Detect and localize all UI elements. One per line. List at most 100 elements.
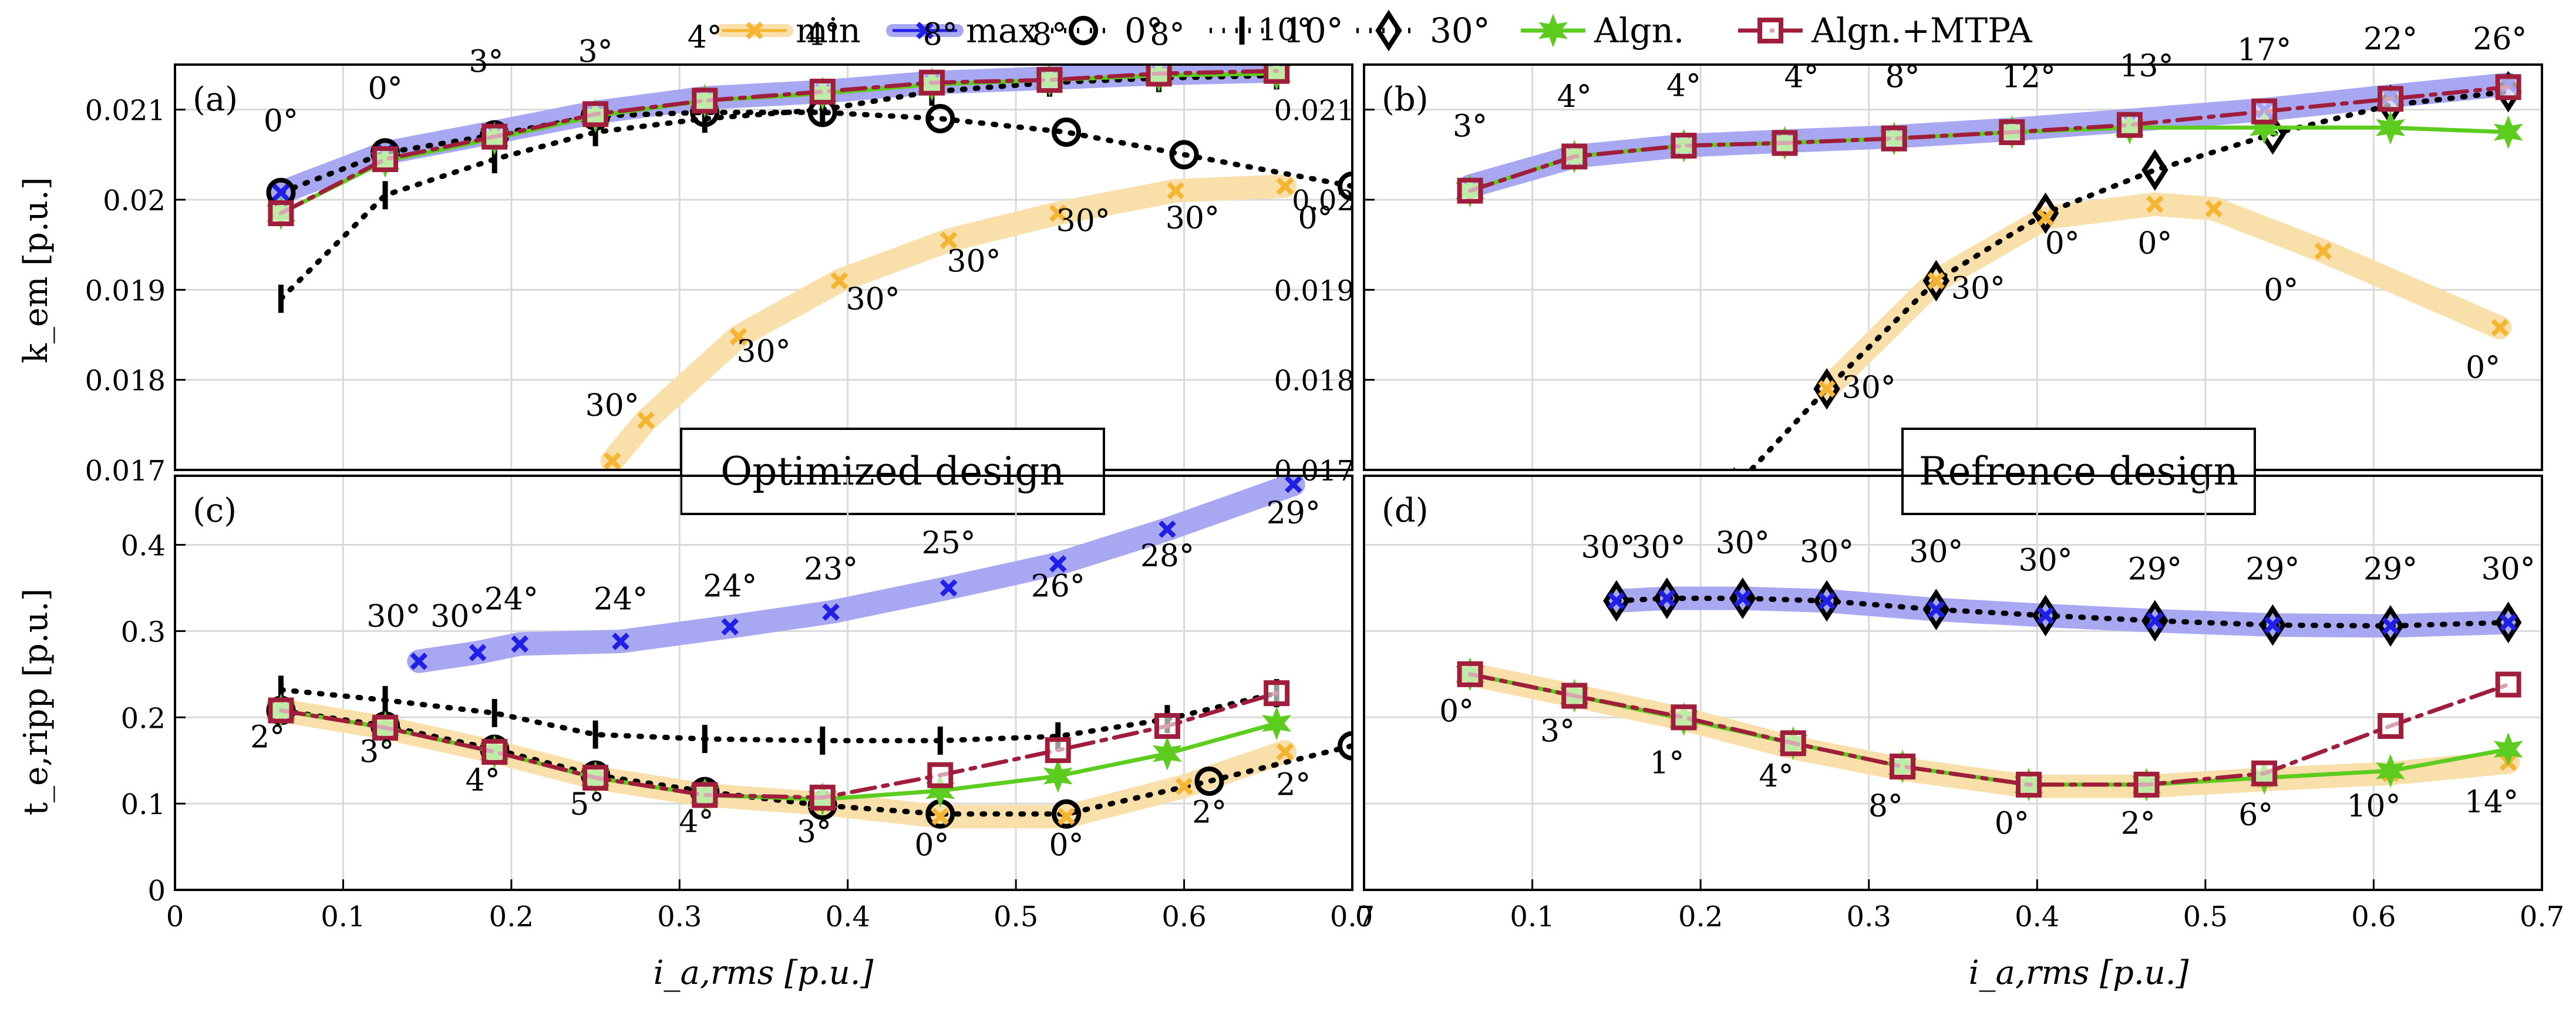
point-algn-mtpa — [2495, 671, 2521, 698]
point-max — [1159, 520, 1176, 538]
annotation-label: 8° — [1868, 789, 1903, 824]
design-label-box — [680, 428, 1105, 515]
point-algn — [1262, 706, 1292, 741]
point-algn-mtpa — [809, 784, 836, 811]
annotation-label: 29° — [2363, 552, 2417, 587]
axes-frame — [1363, 475, 2543, 891]
point-min — [2491, 318, 2509, 337]
series-line-30deg — [1747, 89, 2511, 470]
annotation-label: 2° — [2121, 806, 2156, 842]
point-algn-mtpa — [1146, 65, 1172, 87]
x-tick-label: 0.5 — [994, 900, 1038, 933]
point-algn-mtpa — [2495, 74, 2521, 100]
point-max — [272, 183, 290, 201]
series-line-algn-mtpa — [279, 69, 1279, 216]
annotation-label: 30° — [585, 388, 639, 424]
point-max — [410, 652, 428, 670]
point-min — [1175, 777, 1193, 795]
annotation-label: 10° — [2346, 789, 2400, 824]
legend-marker-max — [916, 22, 934, 39]
x-tick-label: 0.2 — [1678, 900, 1723, 933]
point-max — [822, 603, 840, 621]
legend-marker-30deg — [1375, 9, 1402, 52]
point-algn-mtpa — [2133, 771, 2160, 798]
annotation-label: 30° — [430, 599, 484, 634]
annotation-label: 30° — [736, 334, 790, 369]
point-algn-mtpa — [1457, 177, 1483, 204]
panel-c: 30° 30° 24° 24° 24° 23°25°26°28°29°2° 3°4°5° 4°… — [121, 475, 1375, 933]
point-min — [2036, 209, 2055, 227]
point-max — [2146, 611, 2164, 630]
point-algn-mtpa — [809, 79, 836, 105]
x-tick-label: 0.6 — [1161, 900, 1206, 933]
point-max — [612, 633, 629, 650]
grid — [174, 65, 1353, 471]
annotation-label: 3° — [359, 735, 394, 770]
legend-item-10deg: 10° — [1210, 11, 1343, 51]
point-algn-mtpa — [1264, 65, 1290, 84]
point-algn-mtpa — [481, 739, 508, 765]
annotation-label: 30° — [1951, 271, 2005, 307]
y-tick-label: 0.1 — [121, 788, 166, 821]
annotation-label: 30° — [366, 599, 420, 634]
x-tick-label: 0.7 — [1330, 900, 1375, 933]
legend-label-algn-mtpa: Algn.+MTPA — [1811, 11, 2033, 51]
point-algn-mtpa — [692, 782, 718, 808]
point-0deg — [1052, 117, 1082, 147]
annotation-label: 24° — [594, 582, 648, 617]
point-min — [729, 328, 747, 345]
annotation-label: 30° — [2481, 552, 2535, 587]
legend-marker-0deg — [1069, 16, 1098, 45]
point-algn-mtpa — [1671, 133, 1697, 159]
point-min — [2314, 242, 2332, 260]
point-algn — [2376, 754, 2406, 788]
y-label-bottom: t_e,ripp [p.u.] — [17, 589, 55, 816]
x-tick-label: 0.2 — [489, 900, 534, 933]
point-min — [1058, 808, 1075, 825]
panel-label: (b) — [1382, 80, 1429, 119]
x-tick-label: 0.3 — [1847, 900, 1891, 933]
point-algn-mtpa — [1999, 119, 2025, 145]
point-max — [469, 644, 487, 661]
annotation-label: 3° — [1453, 109, 1487, 144]
annotation-label: 30° — [1581, 530, 1635, 566]
x-tick-label: 0.4 — [826, 900, 870, 933]
point-algn — [1152, 737, 1182, 771]
point-algn-mtpa — [1264, 680, 1290, 707]
x-tick-label: 0 — [1355, 900, 1373, 933]
annotation-label: 0° — [2264, 273, 2298, 308]
point-algn-mtpa — [2378, 86, 2404, 112]
annotation-label: 0° — [2045, 226, 2080, 261]
x-tick-label: 0.6 — [2351, 900, 2396, 933]
design-label-text: Optimized design — [720, 449, 1065, 494]
point-max — [2036, 607, 2055, 624]
annotation-label: 2° — [250, 720, 285, 755]
panel-d: 30°30° 30° 30° 30° 30° 29° 29° 29° 30°0°3°1° 4°8°… — [1355, 475, 2564, 933]
legend-item-max: max — [886, 11, 1038, 51]
series-line-30deg — [1614, 596, 2511, 629]
series-band-max — [407, 476, 1305, 673]
legend-marker-algn — [1538, 14, 1568, 48]
y-tick-label: 0.4 — [121, 530, 166, 563]
x-label-left: i_a,rms [p.u.] — [654, 954, 874, 992]
y-tick-label: 0.02 — [103, 184, 166, 217]
legend-item-algn: Algn. — [1521, 11, 1684, 51]
point-algn-mtpa — [692, 88, 718, 114]
point-algn-mtpa — [1881, 125, 1907, 152]
point-0deg — [1169, 140, 1199, 170]
point-max — [2382, 617, 2399, 635]
series-group — [1455, 70, 2523, 470]
y-tick-label: 0.021 — [85, 95, 166, 127]
point-min — [940, 231, 958, 249]
design-label: Refrence design — [1901, 428, 2256, 515]
series-group — [1455, 577, 2523, 802]
point-min — [1927, 272, 1945, 290]
point-max — [1284, 476, 1302, 493]
point-max — [511, 635, 529, 653]
point-max — [940, 579, 958, 597]
y-tick-label: 0.021 — [1274, 95, 1355, 127]
point-algn-mtpa — [2251, 98, 2278, 125]
x-tick-label: 0.5 — [2183, 900, 2228, 933]
annotation-label: 1° — [1649, 746, 1684, 781]
annotation-label: 26° — [2473, 22, 2527, 57]
